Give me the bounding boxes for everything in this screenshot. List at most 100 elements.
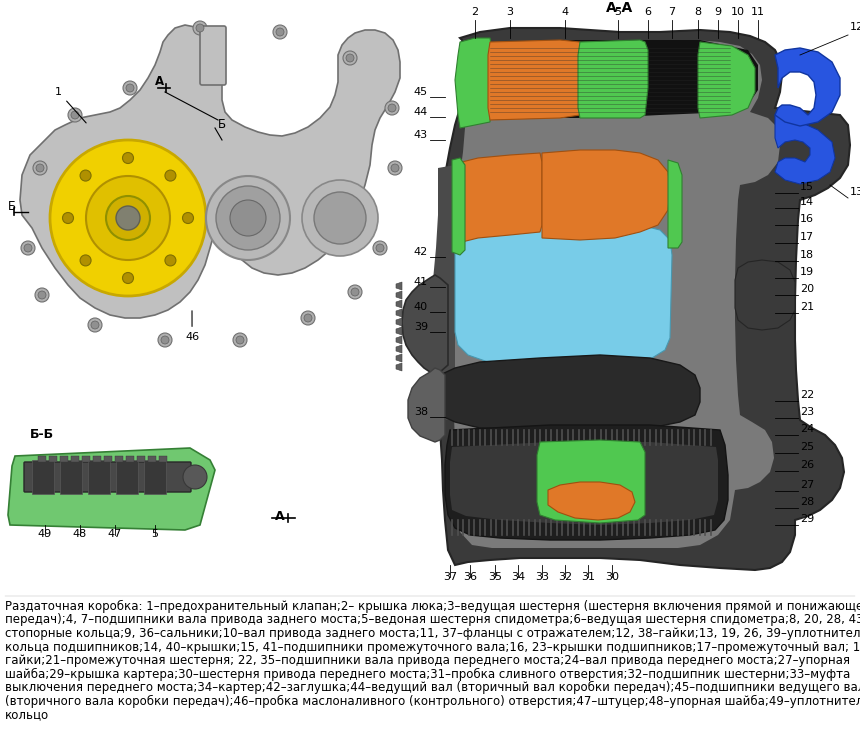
Text: А: А bbox=[275, 510, 285, 523]
Text: 39: 39 bbox=[414, 322, 428, 332]
FancyBboxPatch shape bbox=[38, 456, 46, 462]
Text: Б: Б bbox=[218, 118, 226, 131]
Circle shape bbox=[86, 176, 170, 260]
Text: 46: 46 bbox=[185, 311, 200, 342]
FancyBboxPatch shape bbox=[116, 460, 138, 494]
Polygon shape bbox=[455, 222, 672, 365]
Circle shape bbox=[80, 255, 91, 266]
Text: (вторичного вала коробки передач);46–пробка маслоналивного (контрольного) отверс: (вторичного вала коробки передач);46–про… bbox=[5, 695, 860, 707]
Polygon shape bbox=[735, 260, 795, 330]
Circle shape bbox=[388, 104, 396, 112]
Text: 42: 42 bbox=[414, 247, 428, 257]
Circle shape bbox=[343, 51, 357, 65]
Circle shape bbox=[165, 255, 176, 266]
Text: 32: 32 bbox=[558, 572, 572, 582]
Text: 6: 6 bbox=[644, 7, 652, 17]
Circle shape bbox=[196, 24, 204, 32]
Text: 21: 21 bbox=[800, 302, 814, 312]
Circle shape bbox=[36, 164, 44, 172]
FancyBboxPatch shape bbox=[60, 460, 82, 494]
Text: 20: 20 bbox=[800, 284, 814, 294]
Circle shape bbox=[216, 186, 280, 250]
Circle shape bbox=[346, 54, 354, 62]
Text: 43: 43 bbox=[414, 130, 428, 140]
Polygon shape bbox=[437, 28, 850, 570]
Text: кольцо: кольцо bbox=[5, 708, 49, 721]
Text: 24: 24 bbox=[800, 424, 814, 434]
Polygon shape bbox=[464, 40, 758, 125]
Text: 5: 5 bbox=[615, 7, 622, 17]
Polygon shape bbox=[8, 448, 215, 530]
Text: передач);4, 7–подшипники вала привода заднего моста;5–ведоная шестерня спидометр: передач);4, 7–подшипники вала привода за… bbox=[5, 613, 860, 627]
Text: 13: 13 bbox=[850, 187, 860, 197]
FancyBboxPatch shape bbox=[148, 456, 156, 462]
Circle shape bbox=[206, 176, 290, 260]
Circle shape bbox=[304, 314, 312, 322]
Polygon shape bbox=[450, 442, 718, 525]
Polygon shape bbox=[396, 327, 402, 335]
Text: 7: 7 bbox=[668, 7, 676, 17]
Text: 17: 17 bbox=[800, 232, 814, 242]
Polygon shape bbox=[452, 158, 465, 255]
Polygon shape bbox=[548, 482, 635, 520]
Text: 40: 40 bbox=[414, 302, 428, 312]
Circle shape bbox=[91, 321, 99, 329]
Text: 35: 35 bbox=[488, 572, 502, 582]
Text: 18: 18 bbox=[800, 250, 814, 260]
Circle shape bbox=[351, 288, 359, 296]
Text: 23: 23 bbox=[800, 407, 814, 417]
Circle shape bbox=[24, 244, 32, 252]
Circle shape bbox=[161, 336, 169, 344]
Polygon shape bbox=[396, 345, 402, 353]
Text: Б: Б bbox=[8, 200, 16, 213]
FancyBboxPatch shape bbox=[126, 456, 134, 462]
Text: 28: 28 bbox=[800, 497, 814, 507]
Polygon shape bbox=[452, 40, 780, 548]
Polygon shape bbox=[775, 115, 835, 184]
Text: 31: 31 bbox=[581, 572, 595, 582]
Text: 44: 44 bbox=[414, 107, 428, 117]
Text: 33: 33 bbox=[535, 572, 549, 582]
Polygon shape bbox=[20, 25, 400, 318]
Text: 4: 4 bbox=[562, 7, 568, 17]
Text: 37: 37 bbox=[443, 572, 457, 582]
Circle shape bbox=[116, 206, 140, 230]
FancyBboxPatch shape bbox=[200, 26, 226, 85]
Text: 11: 11 bbox=[751, 7, 765, 17]
Circle shape bbox=[233, 333, 247, 347]
Polygon shape bbox=[445, 425, 728, 540]
Text: 9: 9 bbox=[715, 7, 722, 17]
Text: 45: 45 bbox=[414, 87, 428, 97]
Text: 19: 19 bbox=[800, 267, 814, 277]
Text: 49: 49 bbox=[38, 529, 52, 539]
Polygon shape bbox=[396, 309, 402, 317]
Polygon shape bbox=[396, 336, 402, 344]
Polygon shape bbox=[396, 291, 402, 299]
Circle shape bbox=[71, 111, 79, 119]
Text: 14: 14 bbox=[800, 197, 814, 207]
Circle shape bbox=[182, 212, 194, 223]
Polygon shape bbox=[437, 355, 700, 430]
Text: Раздаточная коробка: 1–предохранительный клапан;2– крышка люка;3–ведущая шестерн: Раздаточная коробка: 1–предохранительный… bbox=[5, 600, 860, 613]
FancyBboxPatch shape bbox=[144, 460, 166, 494]
FancyBboxPatch shape bbox=[82, 456, 90, 462]
Polygon shape bbox=[775, 48, 840, 126]
Text: 47: 47 bbox=[108, 529, 122, 539]
Text: 29: 29 bbox=[800, 514, 814, 524]
Circle shape bbox=[123, 81, 137, 95]
Circle shape bbox=[122, 152, 133, 164]
Text: 48: 48 bbox=[73, 529, 87, 539]
Text: 30: 30 bbox=[605, 572, 619, 582]
Text: 27: 27 bbox=[800, 480, 814, 490]
Polygon shape bbox=[668, 160, 682, 248]
Circle shape bbox=[314, 192, 366, 244]
Circle shape bbox=[68, 108, 82, 122]
Polygon shape bbox=[455, 38, 492, 128]
Text: 36: 36 bbox=[463, 572, 477, 582]
Circle shape bbox=[301, 311, 315, 325]
Circle shape bbox=[122, 273, 133, 284]
Text: выключения переднего моста;34–картер;42–заглушка;44–ведущий вал (вторичный вал к: выключения переднего моста;34–картер;42–… bbox=[5, 681, 860, 694]
Polygon shape bbox=[396, 363, 402, 371]
Circle shape bbox=[88, 318, 102, 332]
Text: гайки;21–промежуточная шестерня; 22, 35–подшипники вала привода переднего моста;: гайки;21–промежуточная шестерня; 22, 35–… bbox=[5, 654, 850, 667]
